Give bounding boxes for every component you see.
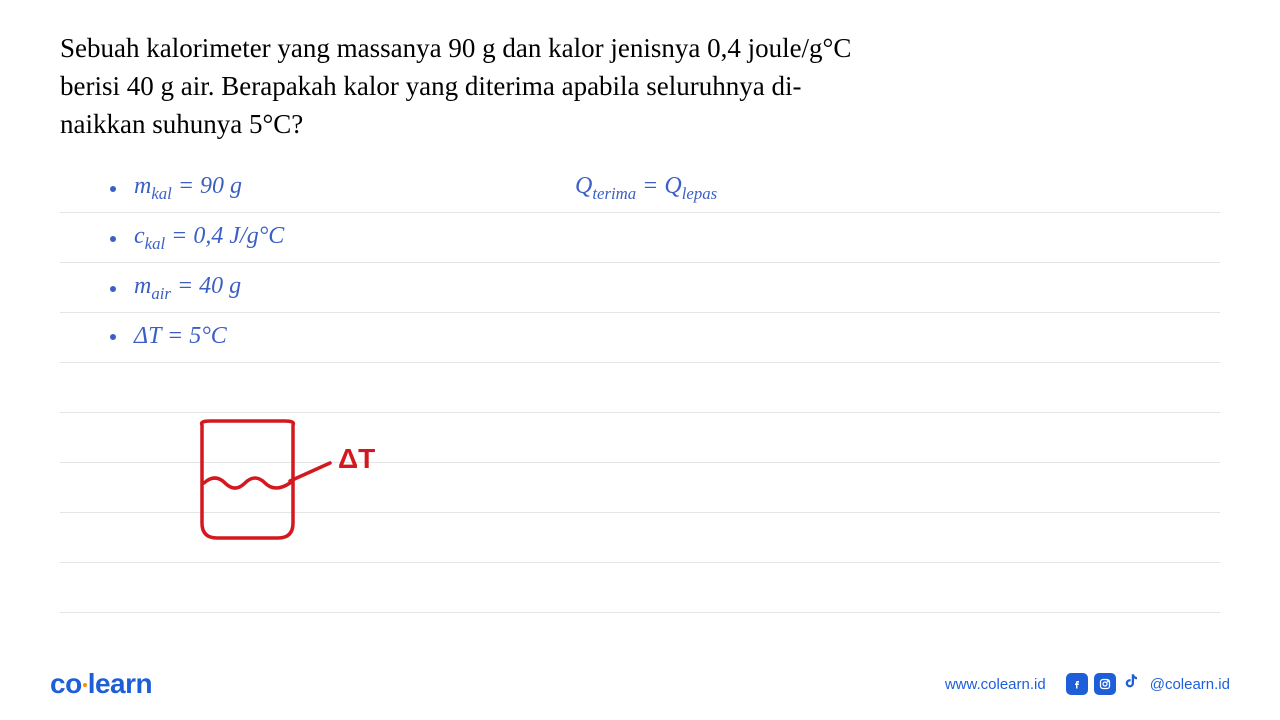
given-item-1: mkal = 90 g	[110, 173, 242, 204]
content-area: Sebuah kalorimeter yang massanya 90 g da…	[0, 0, 1280, 613]
social-handle: @colearn.id	[1150, 676, 1230, 693]
given-item-3: mair = 40 g	[110, 273, 241, 304]
logo-left: co	[50, 668, 82, 699]
question-line2: berisi 40 g air. Berapakah kalor yang di…	[60, 71, 802, 101]
given-item-2: ckal = 0,4 J/g°C	[110, 223, 284, 254]
bullet-dot	[110, 334, 116, 340]
bullet-dot	[110, 286, 116, 292]
question-line1: Sebuah kalorimeter yang massanya 90 g da…	[60, 33, 851, 63]
question-line3: naikkan suhunya 5°C?	[60, 109, 303, 139]
question-text: Sebuah kalorimeter yang massanya 90 g da…	[60, 30, 1220, 143]
beaker-svg: ΔT	[190, 413, 410, 553]
ruled-line: ΔT = 5°C	[60, 313, 1220, 363]
social-icons: @colearn.id	[1066, 672, 1230, 696]
math-expr: mair = 40 g	[134, 273, 241, 304]
math-expr: ckal = 0,4 J/g°C	[134, 223, 284, 254]
instagram-icon	[1094, 673, 1116, 695]
sketch-delta-t-label: ΔT	[338, 443, 375, 474]
bullet-dot	[110, 236, 116, 242]
beaker-sketch: ΔT	[190, 413, 410, 558]
ruled-line: mair = 40 g	[60, 263, 1220, 313]
math-expr: ΔT = 5°C	[134, 323, 227, 350]
ruled-line	[60, 363, 1220, 413]
ruled-line: ckal = 0,4 J/g°C	[60, 213, 1220, 263]
website-url: www.colearn.id	[945, 676, 1046, 693]
ruled-line: mkal = 90 g Qterima = Qlepas	[60, 163, 1220, 213]
work-area: mkal = 90 g Qterima = Qlepas ckal = 0,4 …	[60, 163, 1220, 613]
math-expr: mkal = 90 g	[134, 173, 242, 204]
footer-right: www.colearn.id @colearn.id	[945, 672, 1230, 696]
tiktok-icon	[1122, 672, 1140, 696]
ruled-line	[60, 563, 1220, 613]
brand-logo: colearn	[50, 668, 152, 700]
logo-right: learn	[88, 668, 152, 699]
bullet-dot	[110, 186, 116, 192]
facebook-icon	[1066, 673, 1088, 695]
footer: colearn www.colearn.id @colearn.id	[0, 668, 1280, 700]
equation-principle: Qterima = Qlepas	[575, 173, 717, 204]
given-item-4: ΔT = 5°C	[110, 323, 227, 350]
